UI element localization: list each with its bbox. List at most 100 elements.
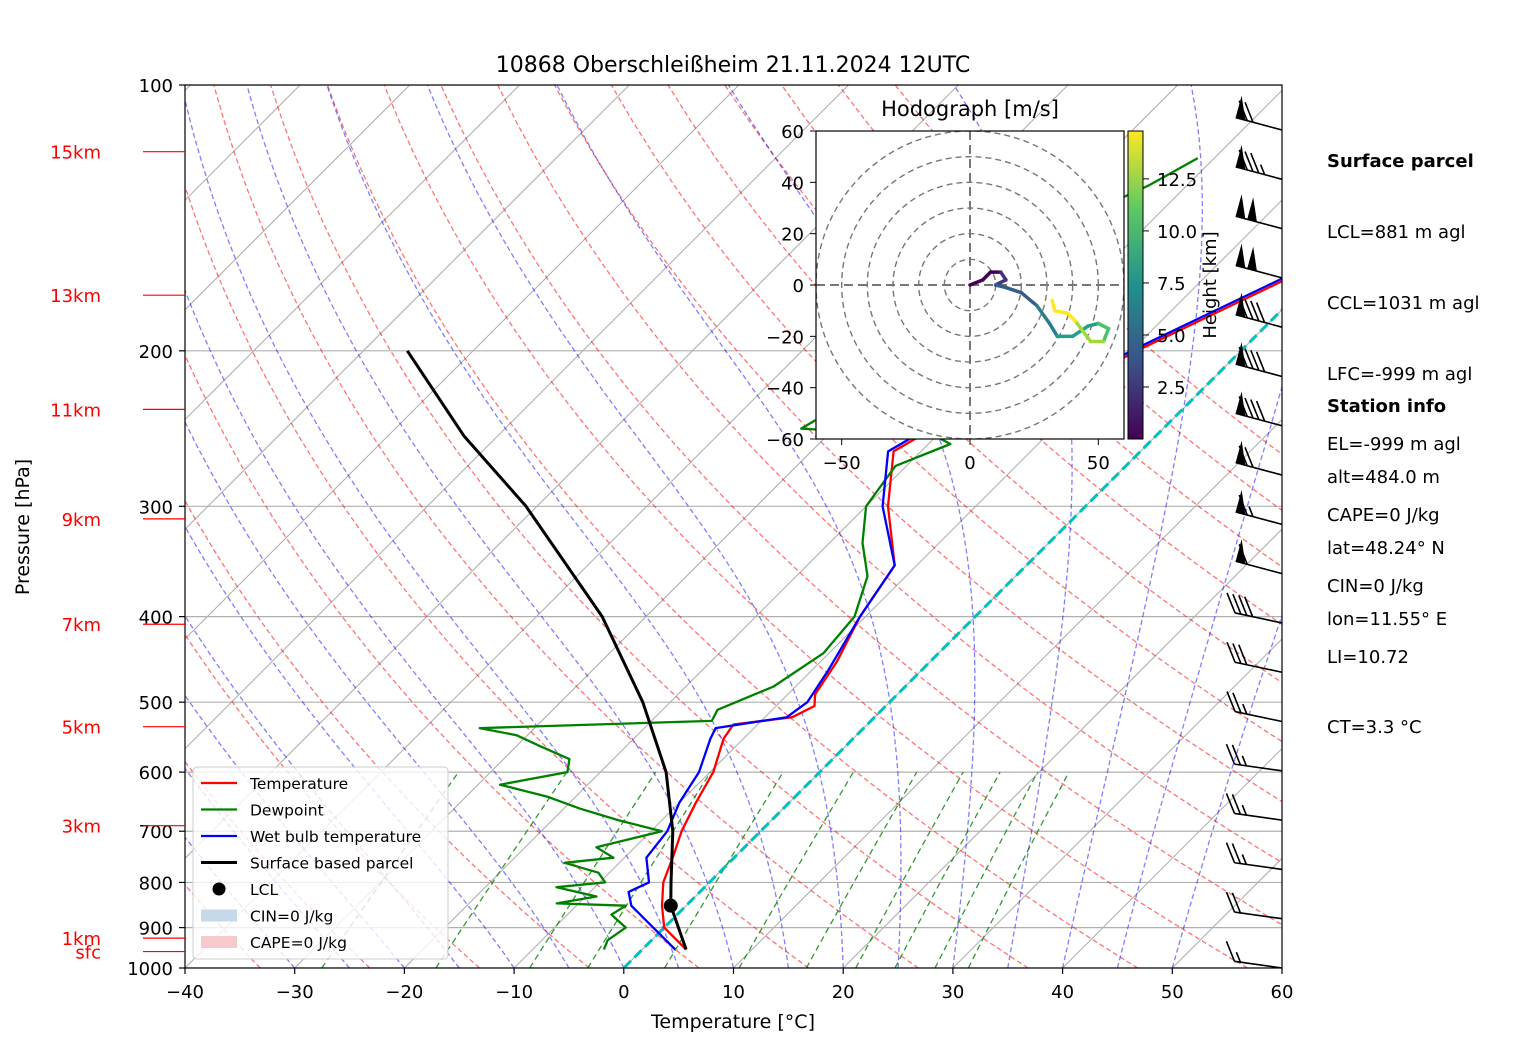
hodograph-title: Hodograph [m/s] (881, 97, 1059, 121)
legend-swatch (212, 882, 226, 896)
colorbar-tick-label: 5.0 (1157, 326, 1186, 347)
isotherm (185, 85, 740, 640)
wind-barb (1235, 342, 1283, 378)
mixing-ratio-line (738, 771, 854, 968)
wind-barb (1235, 144, 1283, 181)
barb-full (1225, 793, 1236, 814)
surface-parcel-line: EL=-999 m agl (1327, 434, 1461, 456)
wind-barb (1225, 743, 1283, 772)
barb-flag (1235, 489, 1246, 515)
legend-label: Dewpoint (250, 802, 324, 820)
moist-adiabat (326, 85, 790, 968)
barb-full (1238, 494, 1248, 516)
height-label: 7km (62, 615, 101, 636)
isotherm (842, 528, 1282, 968)
wind-barb (1235, 440, 1283, 476)
legend-box (192, 766, 449, 960)
isotherm (513, 199, 1282, 968)
barb-full (1250, 349, 1260, 371)
y-tick-label: 600 (139, 763, 173, 784)
mixing-ratio-line (855, 771, 964, 968)
barb-full (1238, 595, 1248, 616)
barb-flag (1235, 539, 1246, 564)
station-info-heading: Station info (1327, 396, 1447, 418)
chart-title: 10868 Oberschleißheim 21.11.2024 12UTC (496, 53, 971, 78)
surface-parcel-line: LCL=881 m agl (1327, 221, 1466, 243)
surface-parcel-line: CIN=0 J/kg (1327, 575, 1424, 597)
barb-full (1232, 643, 1242, 664)
legend-label: Surface based parcel (250, 855, 413, 873)
hodograph-y-tick-label: 40 (781, 173, 804, 194)
barb-staff (1234, 812, 1283, 821)
hodograph-x-tick-label: 0 (964, 453, 975, 474)
x-tick-label: 60 (1271, 982, 1294, 1003)
dry-adiabat (894, 85, 1282, 456)
wind-barb (1235, 539, 1283, 575)
barb-full (1244, 101, 1254, 123)
y-axis-label: Pressure [hPa] (12, 459, 34, 595)
moist-adiabat (185, 288, 625, 968)
hodograph-segment (1065, 311, 1077, 323)
barb-full (1225, 743, 1236, 765)
barb-full (1244, 299, 1254, 320)
wind-barb (1235, 194, 1283, 230)
moist-adiabat (185, 614, 460, 968)
dry-adiabat (185, 184, 809, 968)
dry-adiabat (269, 85, 1029, 968)
wind-barb (1225, 793, 1283, 821)
x-tick-label: −20 (385, 982, 423, 1003)
y-tick-label: 400 (139, 608, 173, 629)
barb-full (1244, 151, 1254, 172)
height-label: 11km (50, 400, 101, 421)
hodograph-y-tick-label: 20 (781, 225, 804, 246)
height-label: 9km (62, 510, 101, 531)
hodograph-y-tick-label: 0 (793, 276, 804, 297)
wind-barb (1225, 941, 1283, 969)
surface-parcel-line: LI=10.72 (1327, 646, 1409, 668)
moist-adiabat (185, 420, 570, 968)
barb-full (1232, 692, 1242, 714)
barb-full (1231, 744, 1242, 766)
moist-adiabat (246, 85, 735, 968)
hodograph-x-tick-label: −50 (823, 453, 861, 474)
barb-flag (1235, 95, 1246, 121)
barb-full (1231, 843, 1242, 864)
wind-barb (1226, 691, 1283, 723)
wind-barb (1235, 489, 1283, 526)
hodograph-plot (816, 131, 1124, 439)
barb-full (1250, 399, 1260, 420)
hodograph-segment (1070, 324, 1090, 339)
dry-adiabat (440, 85, 1282, 926)
legend-label: CIN=0 J/kg (250, 908, 333, 926)
height-label: 3km (62, 817, 101, 838)
colorbar (1127, 130, 1144, 440)
hodograph-segment (968, 278, 985, 287)
x-tick-label: −30 (276, 982, 314, 1003)
hodograph-segment (993, 283, 1008, 290)
hodograph-y-tick-label: −40 (766, 379, 804, 400)
barb-staff (1234, 710, 1283, 723)
dry-adiabat (383, 85, 1248, 968)
barb-full (1244, 446, 1254, 468)
barb-full (1255, 351, 1266, 373)
barb-flag (1247, 246, 1257, 272)
moist-adiabat (185, 97, 680, 968)
barb-half (1259, 164, 1266, 175)
barb-full (1255, 400, 1266, 422)
lcl-point (663, 898, 678, 913)
x-tick-label: −10 (495, 982, 533, 1003)
barb-half (1248, 506, 1254, 517)
surface-parcel-line: CCL=1031 m agl (1327, 292, 1480, 314)
series-surface-based-parcel (406, 349, 688, 950)
x-tick-label: 50 (1161, 982, 1184, 1003)
barb-full (1226, 592, 1236, 614)
surface-parcel-line: CAPE=0 J/kg (1327, 505, 1440, 527)
height-label: 13km (50, 286, 101, 307)
surface-parcel-info: Surface parcel LCL=881 m agl CCL=1031 m … (1327, 103, 1480, 764)
barb-staff (1234, 763, 1283, 772)
barb-flag (1235, 342, 1246, 367)
legend-label: LCL (250, 881, 278, 899)
station-info-line: lon=11.55° E (1327, 608, 1448, 630)
mixing-ratio-line (967, 771, 1070, 968)
moist-adiabat (556, 85, 902, 968)
